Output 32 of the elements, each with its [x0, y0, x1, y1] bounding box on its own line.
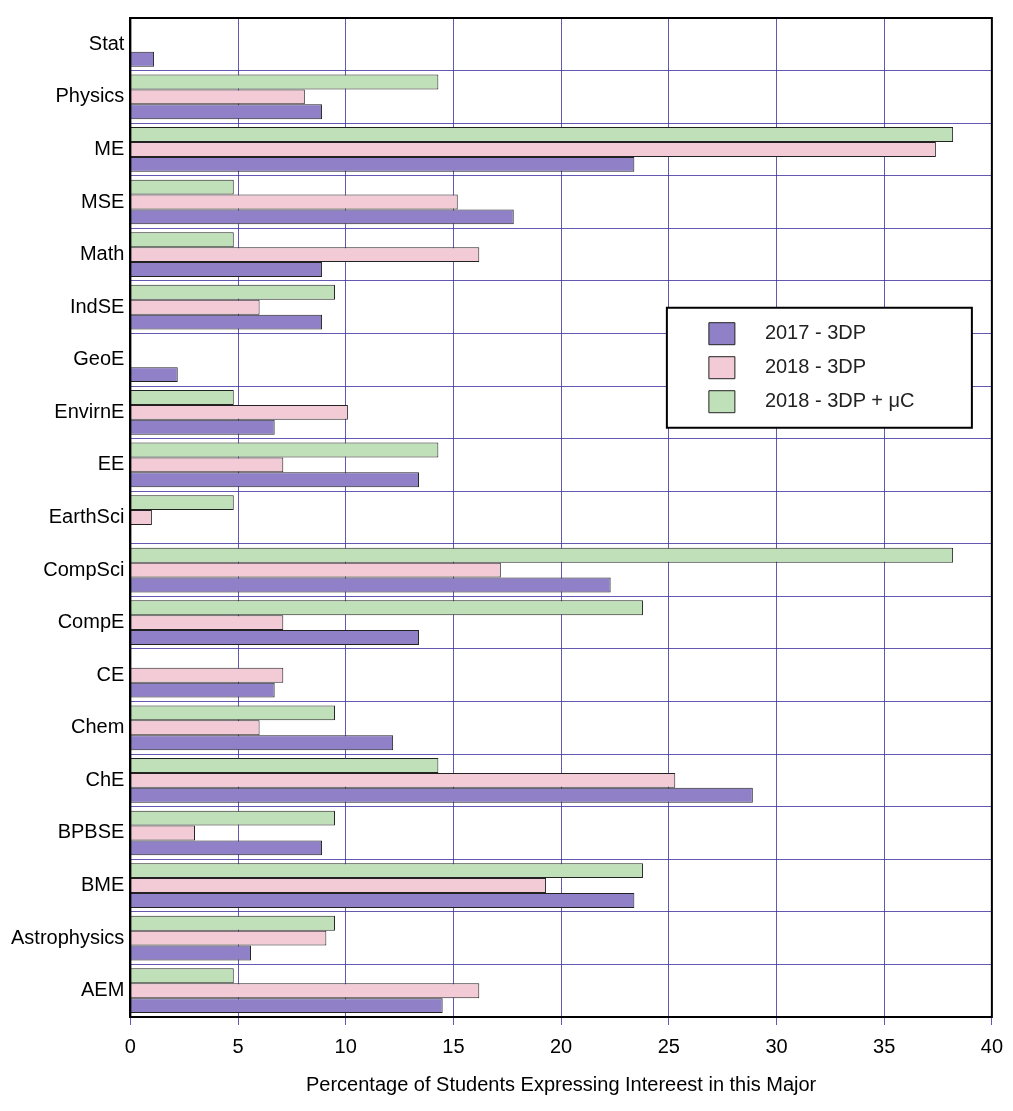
y-tick-label: EnvirnE	[54, 399, 125, 422]
x-tick-label: 30	[765, 1034, 788, 1057]
y-tick-label: BPBSE	[57, 820, 125, 843]
y-tick-label: ChE	[85, 767, 125, 790]
x-tick-label: 0	[124, 1034, 136, 1057]
x-tick-label: 35	[873, 1034, 896, 1057]
x-tick-label: 25	[657, 1034, 680, 1057]
legend-label: 2018 - 3DP + μC	[764, 389, 915, 412]
legend-label: 2017 - 3DP	[764, 321, 867, 344]
y-tick-label: EE	[97, 452, 125, 475]
x-tick-label: 10	[334, 1034, 357, 1057]
x-tick-label: 40	[980, 1034, 1003, 1057]
y-tick-label: Chem	[71, 715, 125, 738]
y-tick-label: MSE	[81, 189, 125, 212]
y-tick-label: Astrophysics	[10, 925, 125, 948]
y-tick-label: IndSE	[69, 294, 125, 317]
y-tick-label: Stat	[88, 31, 125, 54]
x-tick-label: 5	[232, 1034, 244, 1057]
y-tick-label: CompSci	[43, 557, 125, 580]
x-tick-label: 20	[550, 1034, 573, 1057]
y-tick-label: EarthSci	[48, 505, 125, 528]
x-axis-title: Percentage of Students Expressing Intereest in this Major	[305, 1072, 817, 1095]
y-tick-label: BME	[81, 873, 125, 896]
y-tick-label: ME	[94, 136, 125, 159]
y-tick-label: AEM	[81, 978, 125, 1001]
y-tick-label: CompE	[57, 610, 125, 633]
y-tick-label: GeoE	[73, 347, 125, 370]
y-tick-label: CE	[96, 662, 125, 685]
x-tick-label: 15	[442, 1034, 465, 1057]
y-tick-label: Physics	[55, 84, 125, 107]
legend-label: 2018 - 3DP	[764, 355, 867, 378]
y-tick-label: Math	[79, 242, 125, 265]
